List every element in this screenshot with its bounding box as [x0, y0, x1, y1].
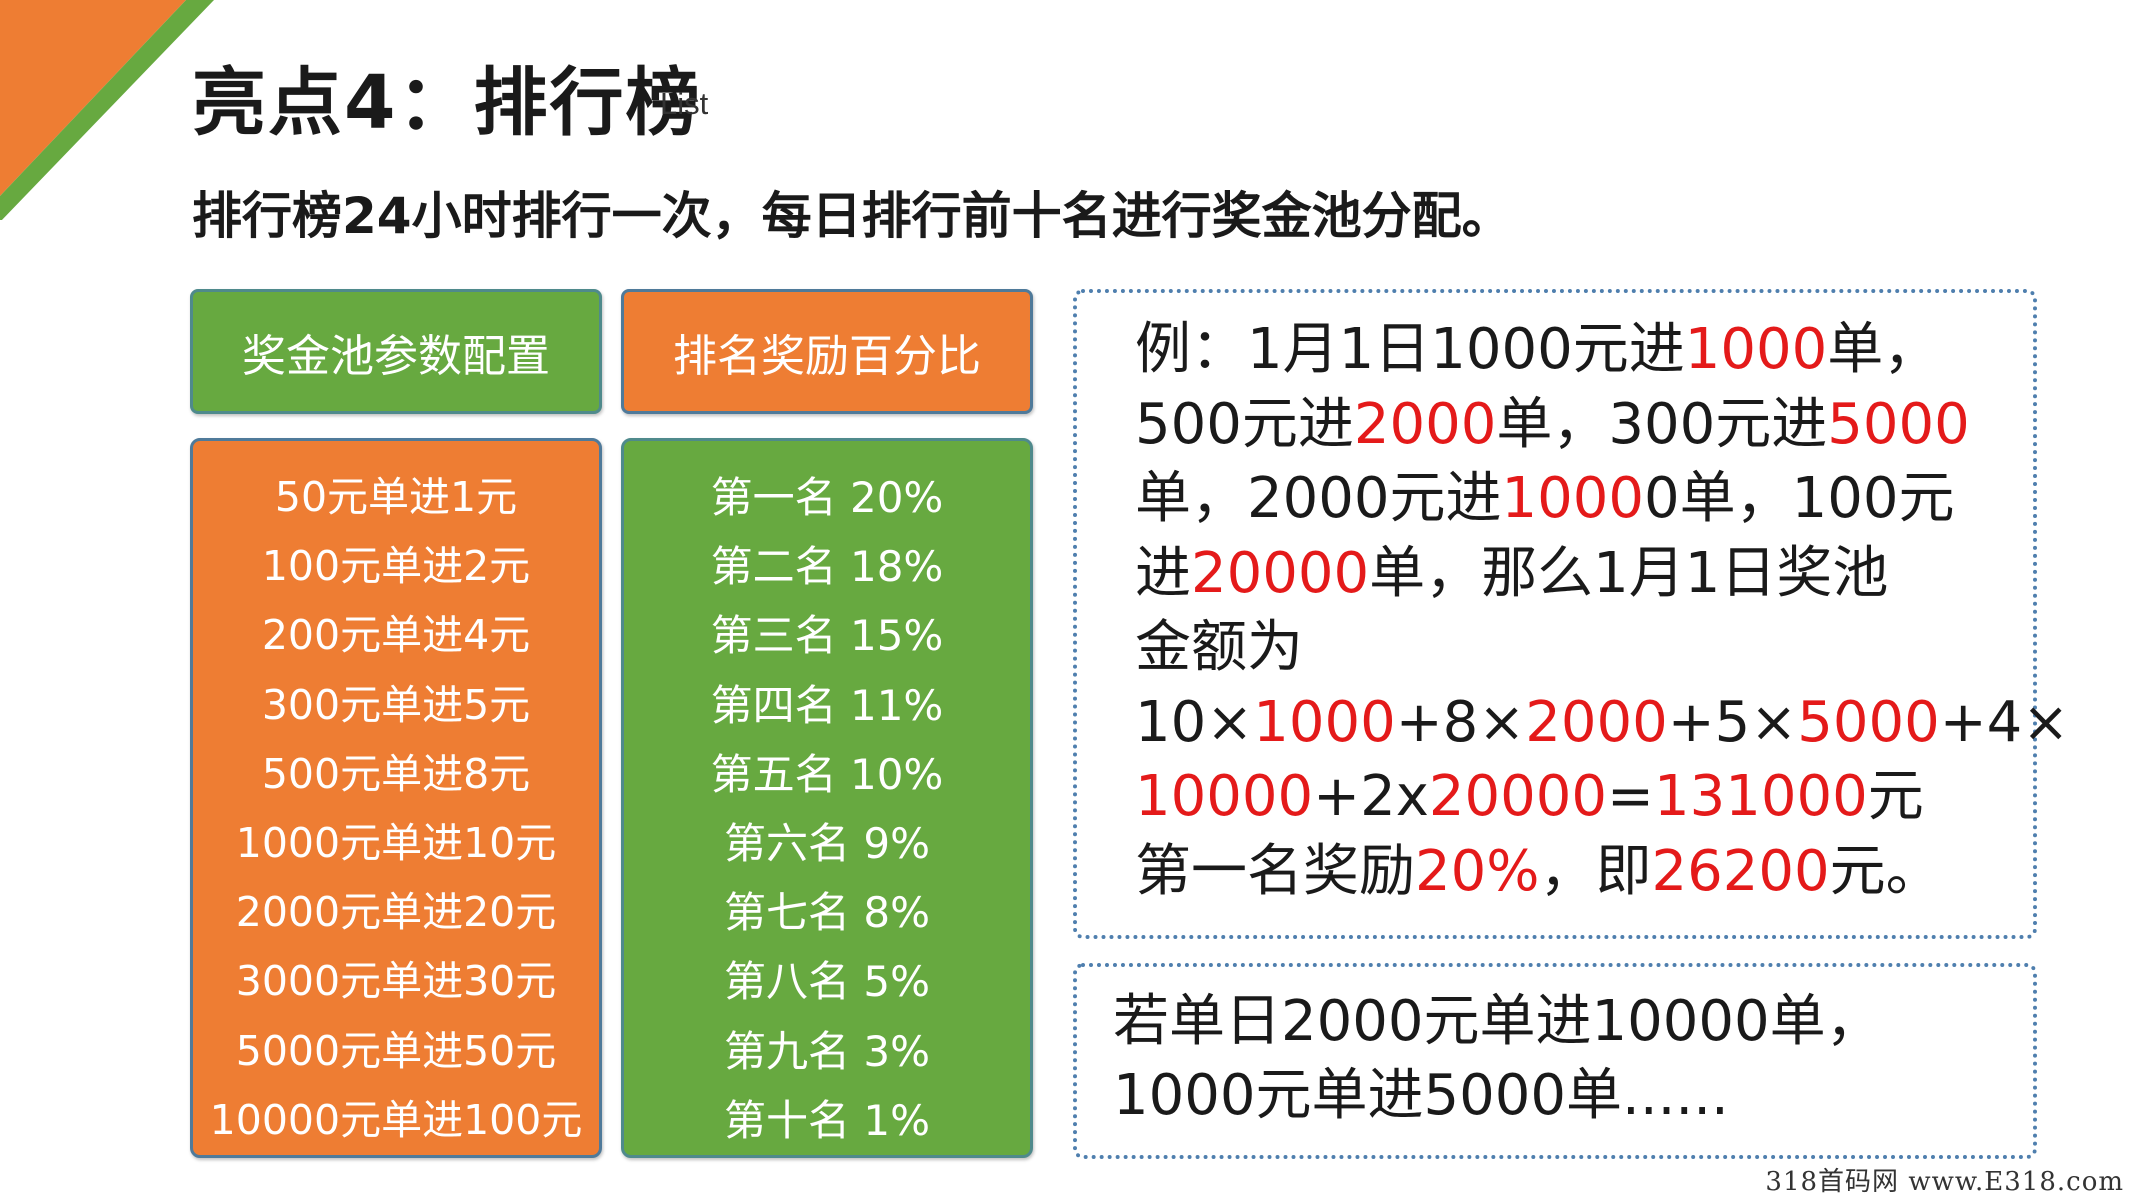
rank-reward-list: 第一名 20% 第二名 18% 第三名 15% 第四名 11% 第五名 10% …	[621, 438, 1033, 1158]
example-text-run: 500元进	[1135, 391, 1354, 457]
example-text: 例：1月1日1000元进1000单， 500元进2000单，300元进5000 …	[1135, 313, 2069, 909]
example-text-run: 元	[1867, 764, 1924, 829]
rank-reward-header: 排名奖励百分比	[621, 289, 1033, 414]
pool-config-header: 奖金池参数配置	[190, 289, 602, 414]
rank-reward-item: 第二名 18%	[710, 542, 944, 592]
page-title: 亮点4：排行榜	[192, 60, 702, 146]
example-text-run: +4×	[1939, 689, 2070, 755]
example-highlight: 20000	[1191, 540, 1370, 606]
example-text-run: 进	[1135, 540, 1191, 606]
example-text-run: =	[1607, 764, 1654, 829]
corner-decoration-icon	[0, 0, 214, 220]
example-highlight: 1000	[1501, 466, 1645, 531]
example-text-run: 金额为	[1135, 615, 1303, 680]
rank-reward-item: 第九名 3%	[724, 1026, 930, 1076]
example-highlight: 5000	[1797, 689, 1940, 755]
note-line: 1000元单进5000单......	[1113, 1063, 1729, 1128]
example-highlight: 5000	[1827, 391, 1970, 457]
pool-config-item: 1000元单进10元	[235, 818, 557, 867]
example-highlight: 2000	[1525, 689, 1668, 755]
example-highlight: 20000	[1428, 764, 1608, 829]
pool-config-item: 100元单进2元	[261, 542, 531, 591]
pool-config-item: 5000元单进50元	[235, 1026, 557, 1075]
example-text-run: 单，300元进	[1496, 391, 1828, 457]
rank-reward-item: 第五名 10%	[710, 749, 944, 799]
pool-config-item: 300元单进5元	[261, 680, 531, 729]
example-text-run: ，即	[1539, 838, 1652, 904]
example-highlight: 20%	[1415, 838, 1540, 904]
example-highlight: 10000	[1135, 764, 1314, 829]
rank-reward-item: 第十名 1%	[724, 1095, 930, 1145]
pool-config-list: 50元单进1元 100元单进2元 200元单进4元 300元单进5元 500元单…	[190, 438, 602, 1158]
example-highlight: 1000	[1253, 689, 1396, 755]
example-text-run: 单，那么1月1日奖池	[1369, 540, 1889, 606]
example-box: 例：1月1日1000元进1000单， 500元进2000单，300元进5000 …	[1073, 289, 2069, 939]
pool-config-item: 10000元单进100元	[209, 1095, 583, 1144]
pool-config-item: 500元单进8元	[261, 749, 531, 798]
rank-reward-item: 第四名 11%	[710, 680, 944, 730]
example-text-run: 10×	[1135, 689, 1254, 755]
example-highlight: 1000	[1684, 317, 1828, 382]
note-box: 若单日2000元单进10000单， 1000元单进5000单......	[1073, 963, 2037, 1159]
pool-config-item: 50元单进1元	[274, 473, 518, 521]
note-line: 若单日2000元单进10000单，	[1113, 989, 1882, 1054]
example-highlight: 26200	[1651, 838, 1830, 904]
pool-config-item: 200元单进4元	[261, 611, 531, 660]
example-text-run: +2x	[1313, 764, 1429, 829]
rank-reward-item: 第六名 9%	[724, 818, 930, 868]
example-highlight: 131000	[1653, 764, 1868, 829]
pool-config-item: 2000元单进20元	[235, 888, 557, 937]
example-text-run: 单，	[1827, 317, 1940, 382]
pool-config-item: 3000元单进30元	[235, 957, 557, 1006]
rank-reward-item: 第一名 20%	[710, 473, 944, 522]
page-title-english: List	[660, 86, 709, 121]
watermark-footer: 318首码网 www.E318.com	[1765, 1167, 2124, 1197]
page-subtitle: 排行榜24小时排行一次，每日排行前十名进行奖金池分配。	[192, 187, 1512, 245]
rank-reward-item: 第八名 5%	[724, 957, 930, 1007]
example-text-run: 0单，100元	[1644, 466, 1955, 531]
example-text-run: 第一名奖励	[1135, 838, 1415, 904]
example-highlight: 2000	[1353, 391, 1497, 457]
rank-reward-item: 第七名 8%	[724, 888, 930, 938]
example-text-run: 例：1月1日1000元进	[1135, 317, 1685, 382]
example-text-run: +5×	[1667, 689, 1798, 755]
example-text-run: +8×	[1395, 689, 1526, 755]
example-text-run: 元。	[1829, 838, 1942, 904]
example-text-run: 单，2000元进	[1135, 466, 1502, 531]
note-text: 若单日2000元单进10000单， 1000元单进5000单......	[1113, 985, 2013, 1133]
rank-reward-item: 第三名 15%	[710, 611, 944, 661]
